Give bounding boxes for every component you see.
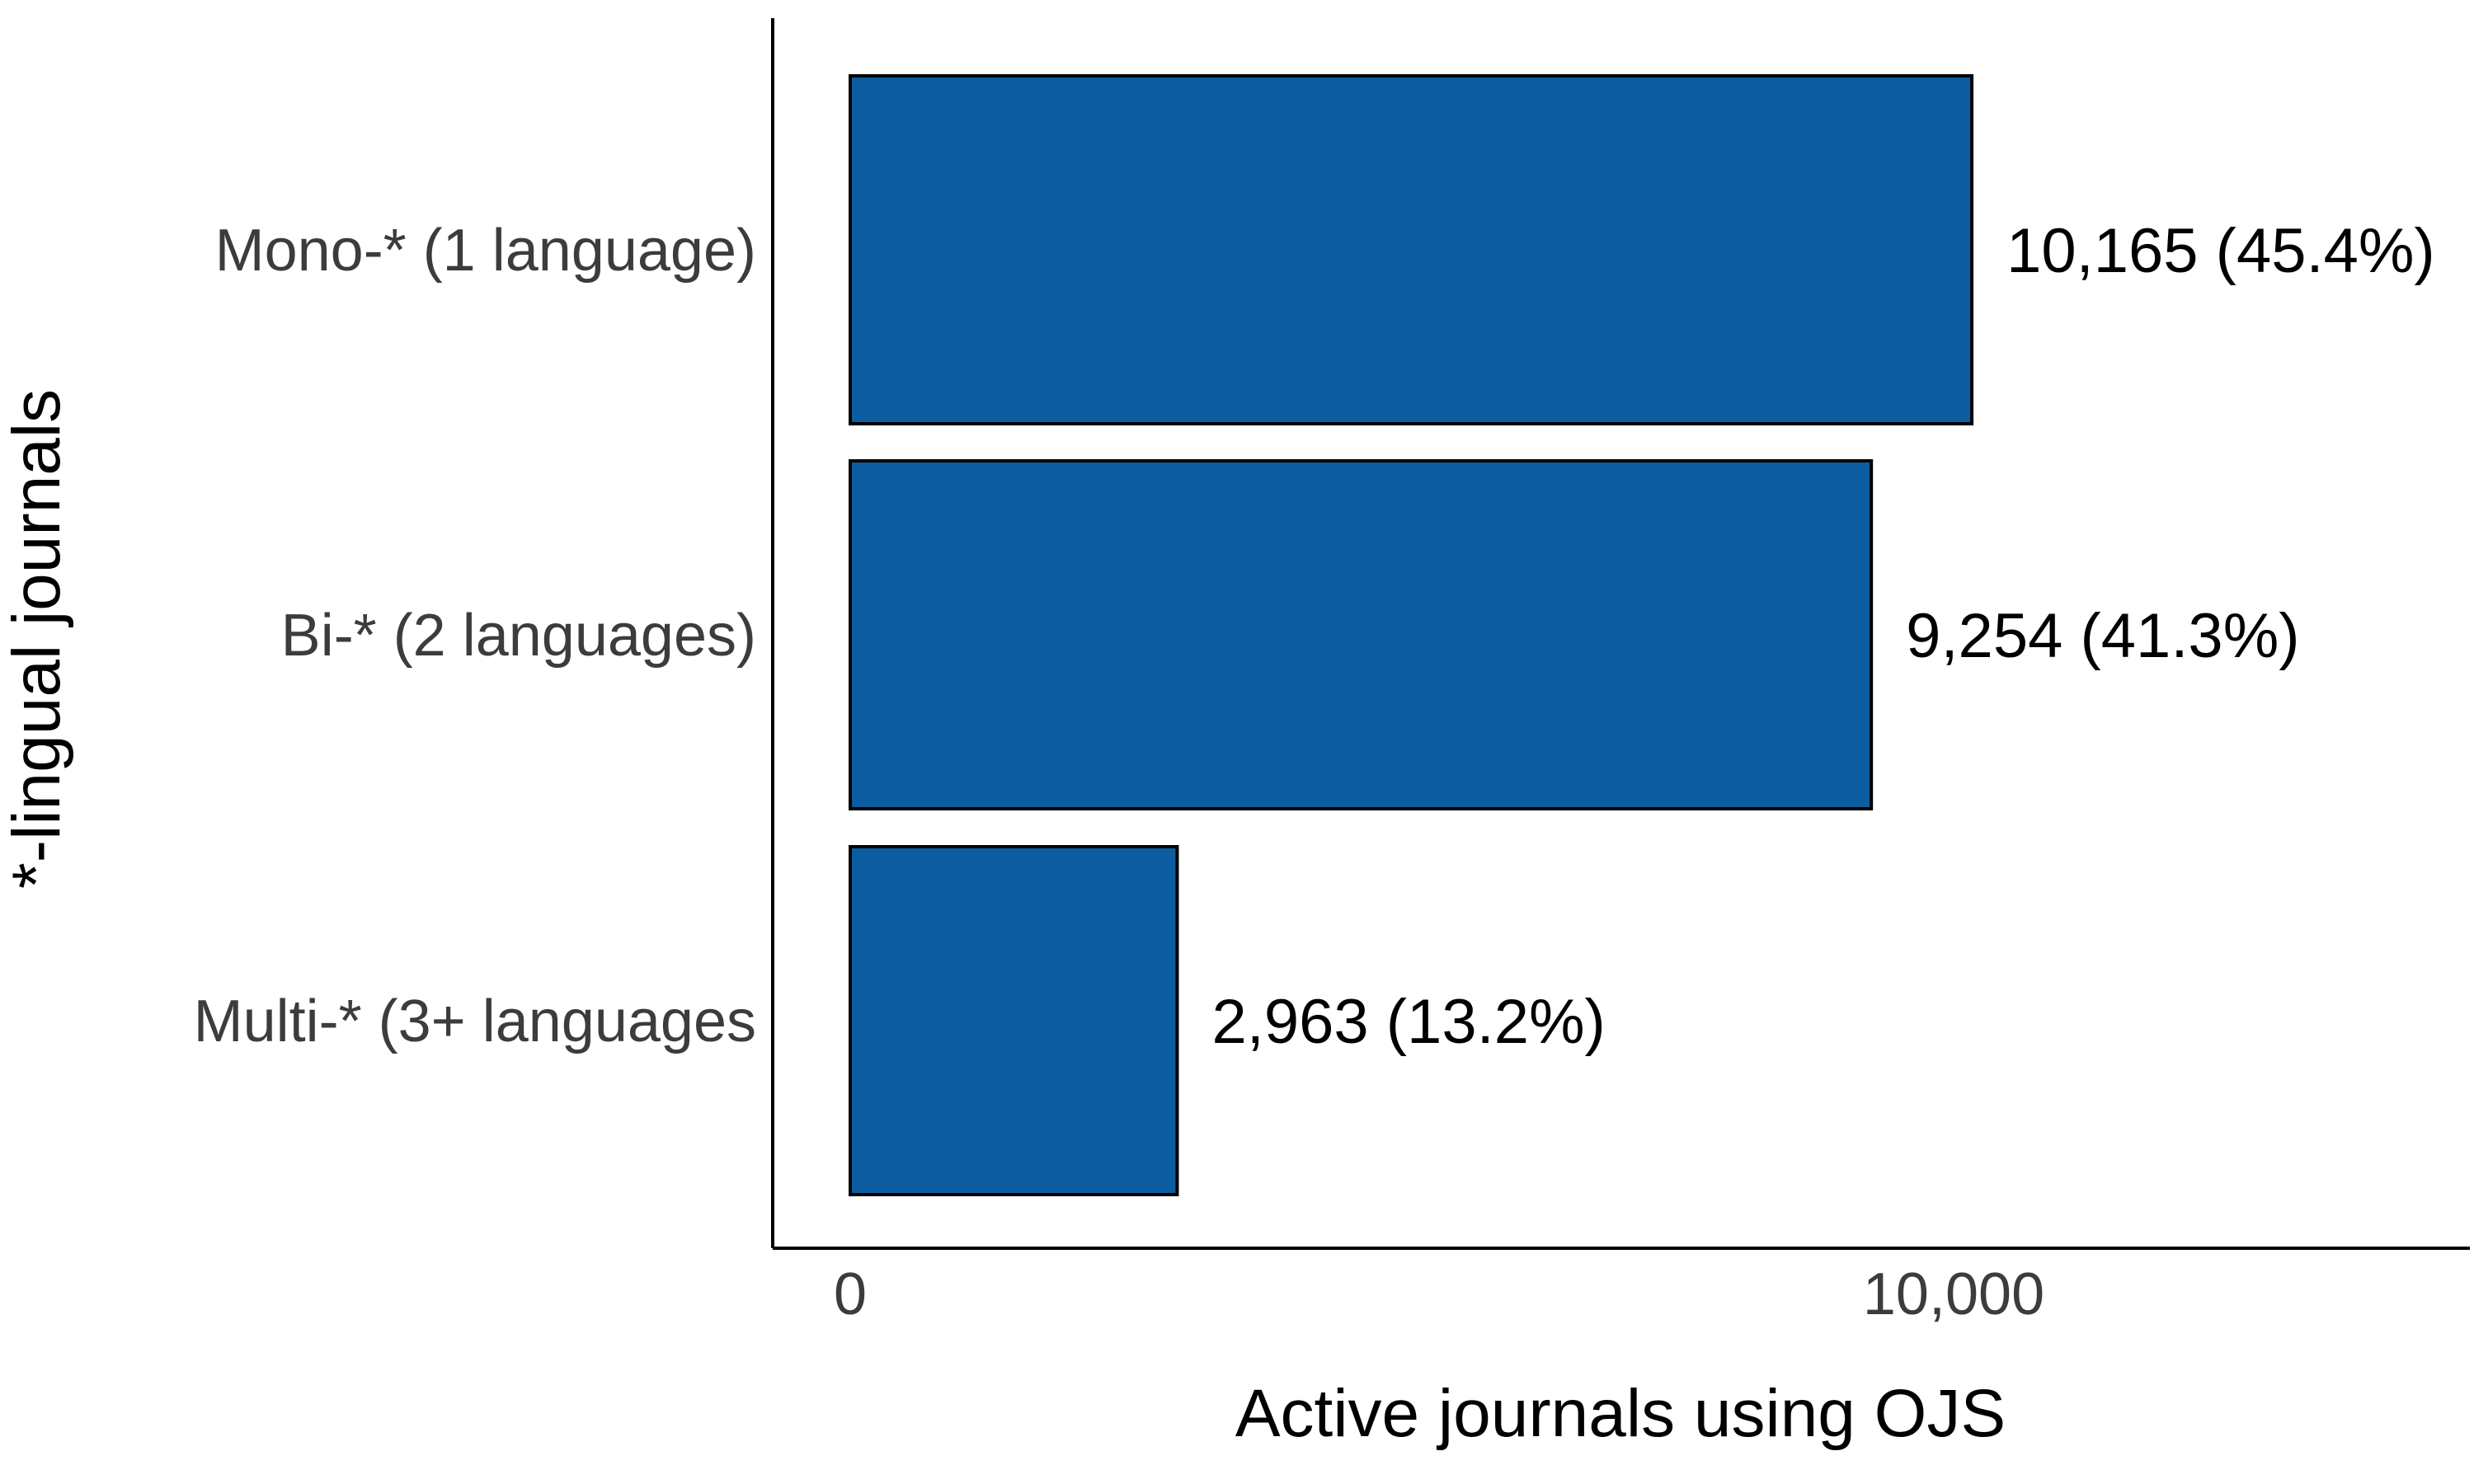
bar-1: [849, 74, 1974, 425]
bar-3: [849, 845, 1179, 1196]
x-tick-label-1: 0: [834, 1261, 867, 1327]
data-label-1: 10,165 (45.4%): [2006, 216, 2435, 286]
x-tick-label-2: 10,000: [1863, 1261, 2044, 1327]
category-label-3: Multi-* (3+ languages: [194, 989, 756, 1054]
x-axis-title: Active journals using OJS: [1235, 1376, 2006, 1451]
data-label-3: 2,963 (13.2%): [1211, 987, 1605, 1057]
category-label-2: Bi-* (2 languages): [281, 603, 756, 669]
bars-group: [849, 74, 1974, 1196]
data-labels-group: 10,165 (45.4%) 9,254 (41.3%) 2,963 (13.2%): [1211, 216, 2434, 1057]
data-label-2: 9,254 (41.3%): [1906, 601, 2299, 671]
bar-2: [849, 459, 1874, 810]
y-axis-title: *-lingual journals: [0, 389, 74, 889]
category-labels-group: Mono-* (1 language) Bi-* (2 languages) Mul…: [194, 218, 756, 1054]
x-tick-labels-group: 0 10,000: [834, 1261, 2044, 1327]
category-label-1: Mono-* (1 language): [215, 218, 756, 284]
